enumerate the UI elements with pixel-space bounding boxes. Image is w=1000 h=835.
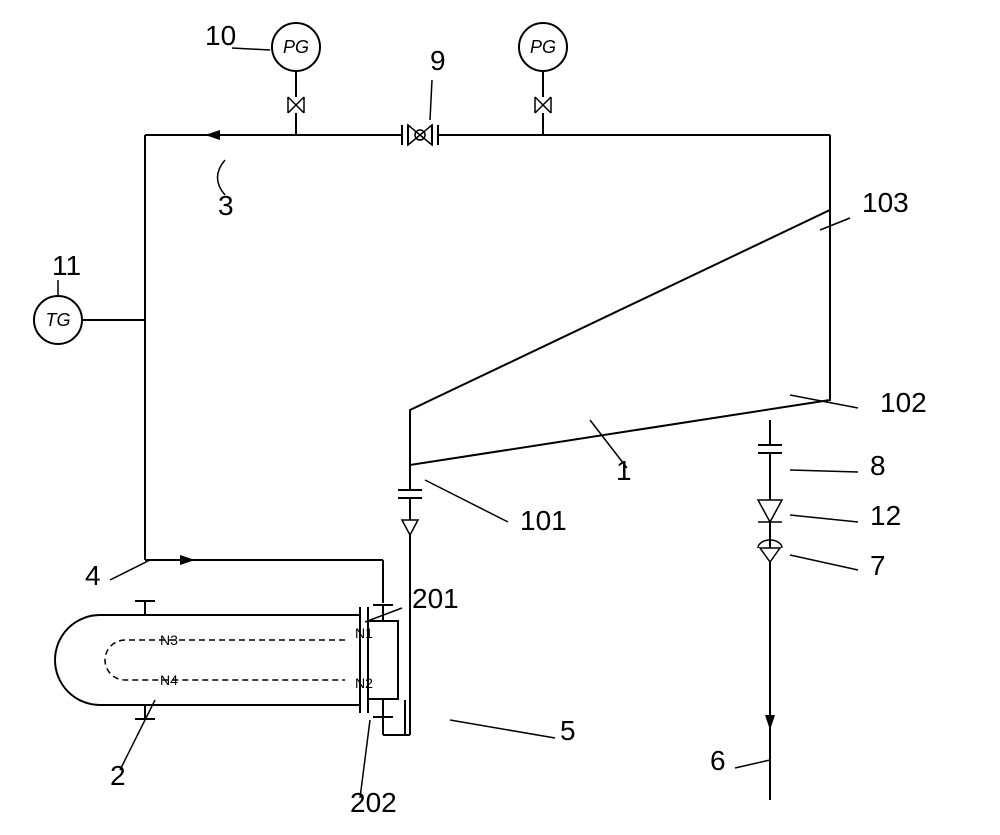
svg-text:6: 6 — [710, 745, 726, 776]
svg-text:102: 102 — [880, 387, 927, 418]
engineering-diagram: PGPGTGN3N4N1N212345678910111210110210320… — [0, 0, 1000, 835]
svg-text:2: 2 — [110, 760, 126, 791]
svg-text:7: 7 — [870, 550, 886, 581]
svg-text:1: 1 — [616, 455, 632, 486]
svg-text:11: 11 — [52, 250, 81, 281]
svg-text:12: 12 — [870, 500, 901, 531]
svg-text:201: 201 — [412, 583, 459, 614]
svg-text:PG: PG — [283, 37, 309, 57]
svg-text:8: 8 — [870, 450, 886, 481]
svg-text:9: 9 — [430, 45, 446, 76]
svg-text:3: 3 — [218, 190, 234, 221]
svg-text:101: 101 — [520, 505, 567, 536]
svg-text:4: 4 — [85, 560, 101, 591]
svg-text:TG: TG — [46, 310, 71, 330]
svg-text:N4: N4 — [160, 672, 178, 688]
svg-text:103: 103 — [862, 187, 909, 218]
svg-text:10: 10 — [205, 20, 236, 51]
svg-text:N3: N3 — [160, 632, 178, 648]
svg-text:PG: PG — [530, 37, 556, 57]
svg-text:N1: N1 — [355, 625, 373, 641]
svg-text:202: 202 — [350, 787, 397, 818]
svg-text:5: 5 — [560, 715, 576, 746]
svg-text:N2: N2 — [355, 675, 373, 691]
